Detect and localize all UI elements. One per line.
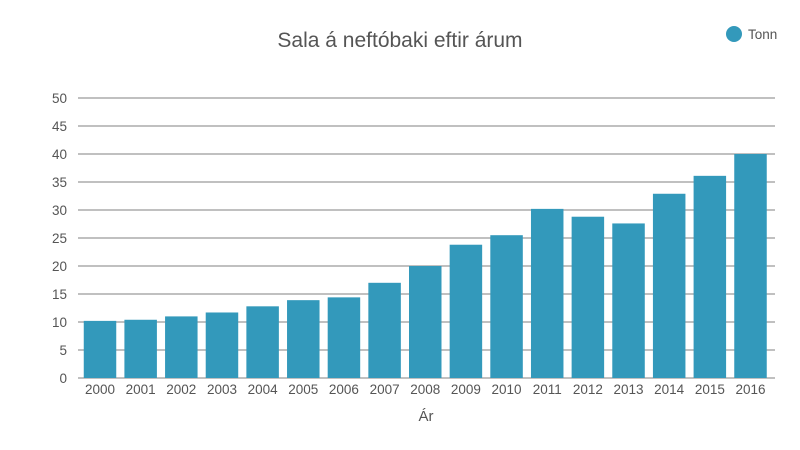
y-tick-label-20: 20: [52, 259, 67, 274]
y-tick-label-40: 40: [52, 147, 67, 162]
bar-2004[interactable]: [246, 306, 279, 378]
bar-2006[interactable]: [327, 297, 361, 378]
x-tick-label-2008: 2008: [410, 382, 440, 397]
y-tick-label-35: 35: [52, 175, 67, 190]
bar-2014[interactable]: [652, 193, 686, 378]
bar-2007[interactable]: [368, 282, 401, 378]
x-axis-ticks: 2000 2001 2002 2003 2004 2005 2006 2007 2008 2009…: [85, 382, 766, 397]
y-tick-label-15: 15: [52, 287, 67, 302]
bar-2000[interactable]: [83, 320, 117, 378]
bar-2009[interactable]: [449, 244, 483, 378]
x-tick-label-2003: 2003: [207, 382, 237, 397]
bar-2016[interactable]: [734, 154, 767, 378]
x-tick-label-2001: 2001: [126, 382, 156, 397]
bar-2008[interactable]: [409, 266, 442, 378]
x-tick-label-2013: 2013: [614, 382, 644, 397]
bar-2015[interactable]: [693, 175, 727, 378]
x-tick-label-2002: 2002: [166, 382, 196, 397]
legend[interactable]: Tonn: [726, 26, 777, 42]
x-tick-label-2005: 2005: [288, 382, 318, 397]
x-tick-label-2007: 2007: [370, 382, 400, 397]
bar-2003[interactable]: [205, 312, 239, 378]
x-tick-label-2009: 2009: [451, 382, 481, 397]
bar-2002[interactable]: [165, 316, 198, 378]
y-tick-label-25: 25: [52, 231, 67, 246]
bar-2010[interactable]: [490, 235, 523, 378]
x-axis-label: Ár: [419, 408, 434, 425]
bar-2013[interactable]: [612, 223, 645, 378]
bar-2012[interactable]: [571, 216, 605, 378]
x-tick-label-2006: 2006: [329, 382, 359, 397]
x-tick-label-2010: 2010: [492, 382, 522, 397]
y-tick-label-10: 10: [52, 315, 67, 330]
legend-marker-tonn: [726, 26, 742, 42]
bars: [83, 154, 767, 378]
y-tick-label-50: 50: [52, 91, 67, 106]
x-tick-label-2004: 2004: [248, 382, 279, 397]
x-tick-label-2011: 2011: [533, 382, 562, 397]
y-axis-ticks: 0 5 10 15 20 25 30 35 40 45 50: [52, 91, 67, 386]
x-tick-label-2016: 2016: [735, 382, 765, 397]
legend-label-tonn: Tonn: [748, 27, 777, 42]
x-tick-label-2014: 2014: [654, 382, 685, 397]
y-tick-label-5: 5: [59, 343, 67, 358]
chart-title: Sala á neftóbaki eftir árum: [277, 29, 522, 52]
y-tick-label-45: 45: [52, 119, 67, 134]
y-tick-label-0: 0: [59, 371, 67, 386]
x-tick-label-2012: 2012: [573, 382, 603, 397]
y-tick-label-30: 30: [52, 203, 67, 218]
bar-2005[interactable]: [287, 300, 320, 378]
bar-2001[interactable]: [124, 319, 157, 378]
x-tick-label-2000: 2000: [85, 382, 115, 397]
bar-2011[interactable]: [530, 208, 564, 378]
x-tick-label-2015: 2015: [695, 382, 725, 397]
